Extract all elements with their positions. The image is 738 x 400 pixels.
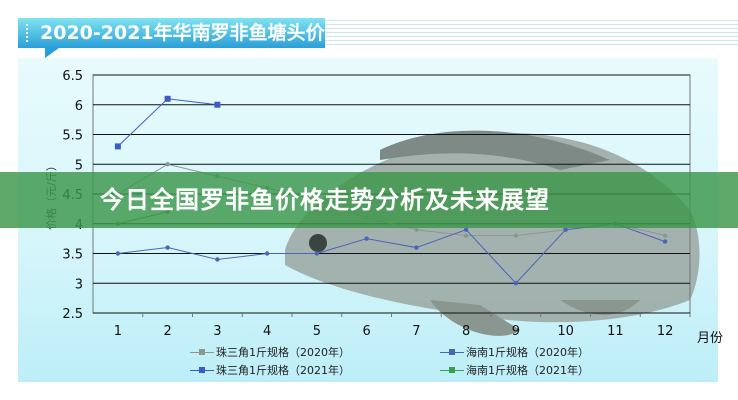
x-axis-label: 月份 — [697, 331, 723, 346]
legend-item-prd-2020: 珠三角1斤规格（2020年） — [190, 344, 350, 360]
x-tick-label: 2 — [163, 324, 171, 339]
data-point — [165, 245, 170, 250]
fish-eye — [309, 234, 327, 252]
data-point — [314, 251, 320, 256]
data-point — [165, 162, 170, 167]
y-tick-label: 6 — [75, 99, 83, 114]
fish-pelvic-fin — [430, 300, 520, 336]
tilapia-fish-image — [285, 130, 700, 336]
x-tick-label: 10 — [557, 324, 574, 339]
y-tick-label: 3 — [75, 277, 83, 292]
legend-item-prd-2021: 珠三角1斤规格（2021年） — [190, 362, 350, 378]
data-point — [513, 233, 519, 238]
headline-banner: 今日全国罗非鱼价格走势分析及未来展望 — [0, 172, 738, 228]
x-tick-label: 5 — [313, 324, 321, 339]
legend-item-hn-2020: 海南1斤规格（2020年） — [440, 344, 589, 360]
y-tick-label: 2.5 — [62, 307, 83, 322]
y-tick-label: 6.5 — [62, 69, 83, 84]
data-point — [414, 245, 419, 250]
legend-marker — [440, 348, 464, 356]
title-tail — [45, 48, 59, 58]
legend-marker — [190, 348, 214, 356]
data-point — [563, 227, 568, 232]
data-point — [463, 233, 469, 238]
y-tick-label: 3.5 — [62, 248, 83, 263]
data-point — [114, 143, 121, 150]
data-point — [115, 251, 121, 256]
x-tick-label: 4 — [263, 324, 271, 339]
x-tick-label: 1 — [114, 324, 122, 339]
data-point — [463, 227, 469, 232]
x-tick-label: 6 — [362, 324, 370, 339]
fish-dorsal-fin — [380, 130, 610, 170]
data-point — [215, 257, 220, 262]
legend-label: 海南1斤规格（2020年） — [466, 346, 589, 359]
x-tick-label: 12 — [657, 324, 674, 339]
data-point — [662, 239, 668, 244]
legend-marker — [190, 366, 214, 374]
legend-marker — [440, 366, 464, 374]
y-tick-label: 5 — [75, 158, 83, 173]
series-line — [117, 98, 218, 147]
data-point — [214, 101, 221, 108]
x-tick-label: 11 — [607, 324, 624, 339]
data-point — [662, 233, 668, 238]
legend-label: 珠三角1斤规格（2020年） — [216, 346, 350, 359]
series-line — [117, 223, 666, 284]
x-tick-label: 3 — [213, 324, 221, 339]
data-point — [414, 227, 419, 232]
data-point — [364, 236, 369, 241]
y-tick-label: 5.5 — [62, 129, 83, 144]
x-tick-label: 7 — [412, 324, 420, 339]
legend-item-hn-2021: 海南1斤规格（2021年） — [440, 362, 589, 378]
title-stripes — [325, 20, 738, 46]
legend-label: 珠三角1斤规格（2021年） — [216, 364, 350, 377]
chart-title: 2020-2021年华南罗非鱼塘头价 — [18, 18, 325, 48]
x-tick-label: 8 — [462, 324, 470, 339]
fish-anal-fin — [560, 300, 640, 315]
data-point — [513, 281, 519, 286]
data-point — [164, 95, 171, 102]
legend-label: 海南1斤规格（2021年） — [466, 364, 589, 377]
x-tick-label: 9 — [512, 324, 520, 339]
data-point — [264, 251, 270, 256]
